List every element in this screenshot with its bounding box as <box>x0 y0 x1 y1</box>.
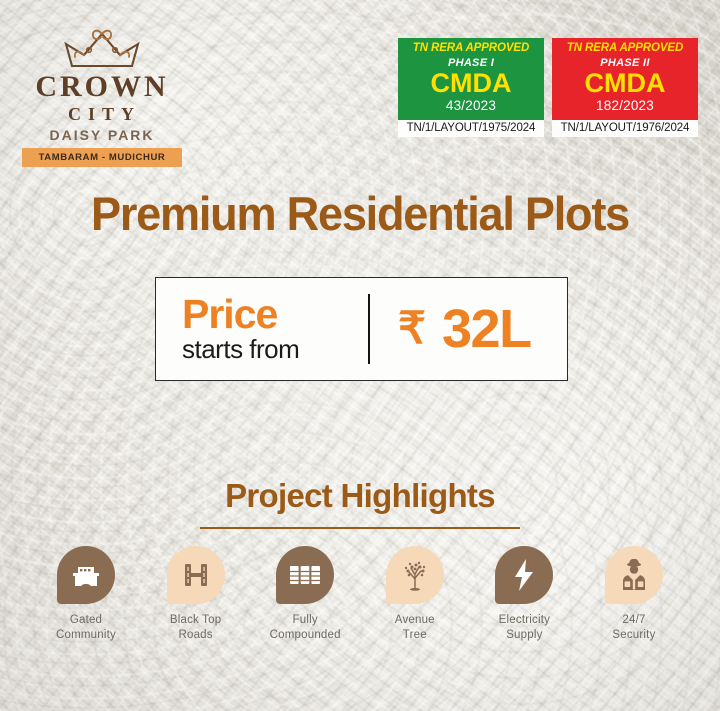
brand-name-line-1: CROWN <box>35 70 169 103</box>
highlight-pin-3 <box>276 546 335 604</box>
tree-icon <box>404 561 425 591</box>
gate-arch-icon <box>73 567 99 586</box>
highlight-label-1-line2: Community <box>56 629 116 642</box>
rera-authority-1: CMDA <box>430 68 512 99</box>
price-card-left: Price starts from <box>156 290 368 365</box>
highlight-item-electricity-supply: Electricity Supply <box>474 546 574 644</box>
brand-logo: CROWN CITY DAISY PARK TAMBARAM - MUDICHU… <box>22 24 182 167</box>
brand-name-line-3: DAISY PARK <box>49 126 155 143</box>
highlight-pin-2 <box>166 546 225 604</box>
rera-phase-label-2: PHASE II <box>600 56 650 69</box>
highlight-label-2-line2: Roads <box>178 629 213 642</box>
highlight-label-6-line1: 24/7 <box>622 614 646 626</box>
highlights-row: Gated Community <box>36 546 684 644</box>
highlight-label-5: Electricity Supply <box>474 613 574 644</box>
highlight-item-black-top-roads: Black Top Roads <box>146 546 246 644</box>
highlight-item-gated-community: Gated Community <box>36 546 136 644</box>
rera-layout-id-2: TN/1/LAYOUT/1976/2024 <box>552 120 698 138</box>
highlight-pin-6 <box>604 546 663 604</box>
rera-authority-2: CMDA <box>584 68 666 99</box>
highlight-pin-1 <box>57 546 115 604</box>
highlight-label-4: Avenue Tree <box>365 613 465 644</box>
rera-badge-body-2: TN RERA APPROVED PHASE II CMDA 182/2023 <box>552 38 698 121</box>
rupee-icon: ₹ <box>398 304 426 353</box>
rera-layout-id-1: TN/1/LAYOUT/1975/2024 <box>398 120 544 138</box>
rera-number-2: 182/2023 <box>596 98 654 114</box>
road-icon <box>184 564 207 586</box>
highlight-label-5-line1: Electricity <box>498 614 551 626</box>
highlight-label-2: Black Top Roads <box>146 613 246 644</box>
rera-approved-label-1: TN RERA APPROVED <box>412 42 530 54</box>
highlights-title: Project Highlights <box>225 477 495 514</box>
highlight-label-5-line2: Supply <box>506 629 543 642</box>
price-amount: 32L <box>442 299 532 359</box>
highlight-label-4-line1: Avenue <box>394 614 435 626</box>
highlight-label-2-line1: Black Top <box>169 614 222 626</box>
rera-approved-label-2: TN RERA APPROVED <box>566 42 684 54</box>
location-badge: TAMBARAM - MUDICHUR <box>22 147 182 167</box>
highlight-item-avenue-tree: Avenue Tree <box>365 546 465 644</box>
highlight-label-4-line2: Tree <box>402 629 427 642</box>
crown-icon <box>64 29 140 68</box>
highlight-label-3-line2: Compounded <box>269 629 341 642</box>
rera-number-1: 43/2023 <box>445 98 497 114</box>
price-subtitle: starts from <box>182 334 300 365</box>
highlight-label-1: Gated Community <box>36 613 136 644</box>
highlight-item-security: 24/7 Security <box>584 546 684 644</box>
price-card: Price starts from ₹ 32L <box>155 277 568 381</box>
highlight-label-1-line1: Gated <box>69 614 103 626</box>
rera-phase-label-1: PHASE I <box>447 56 495 69</box>
highlight-label-3-line1: Fully <box>292 614 318 626</box>
price-card-right: ₹ 32L <box>370 302 567 356</box>
rera-badge-phase-1: TN RERA APPROVED PHASE I CMDA 43/2023 TN… <box>398 38 544 138</box>
compound-wall-icon <box>290 566 321 584</box>
highlight-label-6: 24/7 Security <box>584 613 684 644</box>
security-guard-icon <box>622 559 645 590</box>
price-word: Price <box>182 290 278 337</box>
rera-badge-body-1: TN RERA APPROVED PHASE I CMDA 43/2023 <box>398 38 544 121</box>
highlight-item-fully-compounded: Fully Compounded <box>255 546 355 644</box>
brand-name-line-2: CITY <box>67 103 141 124</box>
highlight-pin-4 <box>385 546 444 604</box>
rera-badge-phase-2: TN RERA APPROVED PHASE II CMDA 182/2023 … <box>552 38 698 138</box>
highlight-pin-5 <box>495 546 554 604</box>
highlights-divider <box>200 527 520 529</box>
highlight-label-6-line2: Security <box>612 629 656 642</box>
lightning-bolt-icon <box>515 559 534 591</box>
price-card-divider <box>368 294 370 364</box>
highlight-label-3: Fully Compounded <box>255 613 355 644</box>
headline: Premium Residential Plots <box>91 187 630 240</box>
